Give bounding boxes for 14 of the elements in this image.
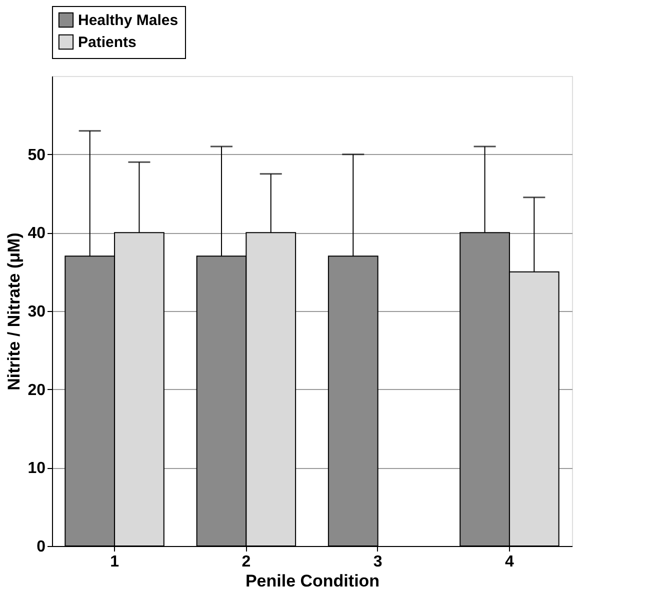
- x-tick-label: 2: [242, 554, 251, 570]
- y-tick-label: 30: [28, 304, 46, 320]
- legend-label: Patients: [78, 34, 136, 51]
- y-tick-label: 20: [28, 382, 46, 399]
- y-tick-label: 50: [28, 146, 46, 164]
- x-axis-title: Penile Condition: [245, 572, 380, 590]
- y-axis-title: Nitrite / Nitrate (μM): [4, 232, 24, 390]
- x-tick-label: 4: [505, 554, 514, 570]
- legend-label: Healthy Males: [78, 12, 178, 29]
- y-tick-label: 40: [28, 225, 46, 242]
- x-tick-label: 1: [110, 554, 120, 570]
- x-tick-label: 3: [373, 554, 382, 570]
- y-tick-label: 0: [36, 538, 46, 556]
- y-tick-label: 10: [28, 460, 46, 478]
